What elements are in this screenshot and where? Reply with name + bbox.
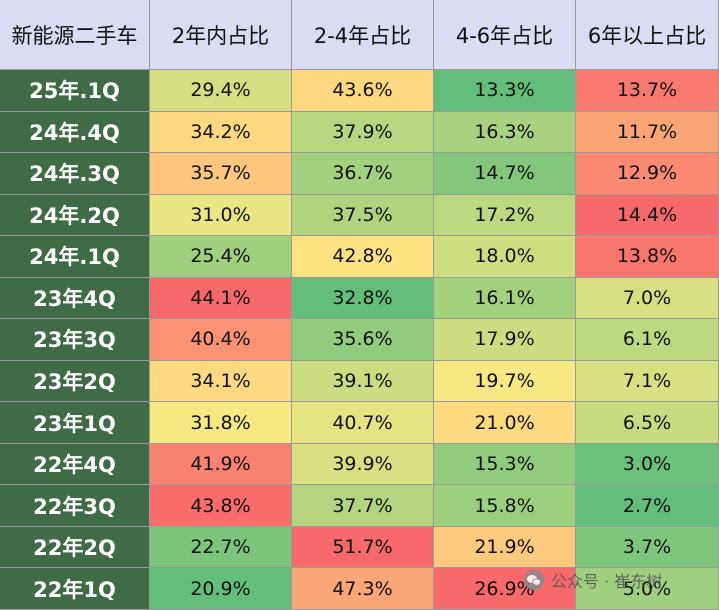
data-cell: 21.9% [434,526,576,569]
data-cell: 7.1% [576,360,719,403]
data-cell: 3.0% [576,443,719,486]
data-cell: 11.7% [576,111,719,154]
data-cell: 40.4% [150,319,292,361]
data-cell: 35.7% [150,153,292,195]
row-label: 24年.4Q [0,111,150,154]
data-cell: 19.7% [434,360,576,403]
data-cell: 2.7% [576,485,719,527]
row-label: 24年.2Q [0,194,150,237]
data-cell: 20.9% [150,568,292,610]
data-cell: 13.8% [576,236,719,278]
data-cell: 37.7% [292,485,434,527]
row-label: 22年2Q [0,526,150,569]
data-cell: 21.0% [434,402,576,444]
data-cell: 5.0% [576,568,719,610]
data-cell: 42.8% [292,236,434,278]
data-cell: 47.3% [292,568,434,610]
data-cell: 40.7% [292,402,434,444]
data-cell: 16.1% [434,277,576,320]
data-cell: 22.7% [150,526,292,569]
data-cell: 26.9% [434,568,576,610]
data-cell: 18.0% [434,236,576,278]
data-cell: 13.7% [576,70,719,112]
data-cell: 15.3% [434,443,576,486]
column-header: 新能源二手车 [0,0,150,70]
data-cell: 34.2% [150,111,292,154]
data-cell: 39.9% [292,443,434,486]
data-cell: 15.8% [434,485,576,527]
data-cell: 43.8% [150,485,292,527]
column-header: 4-6年占比 [434,0,576,70]
data-cell: 34.1% [150,360,292,403]
data-cell: 16.3% [434,111,576,154]
column-header: 2年内占比 [150,0,292,70]
data-cell: 39.1% [292,360,434,403]
row-label: 23年2Q [0,360,150,403]
data-cell: 36.7% [292,153,434,195]
data-cell: 6.1% [576,319,719,361]
data-cell: 7.0% [576,277,719,320]
data-cell: 17.2% [434,194,576,237]
data-cell: 29.4% [150,70,292,112]
row-label: 22年3Q [0,485,150,527]
row-label: 24年.1Q [0,236,150,278]
data-cell: 37.9% [292,111,434,154]
data-cell: 51.7% [292,526,434,569]
row-label: 23年1Q [0,402,150,444]
data-cell: 6.5% [576,402,719,444]
data-cell: 41.9% [150,443,292,486]
data-cell: 14.7% [434,153,576,195]
data-cell: 31.8% [150,402,292,444]
data-cell: 17.9% [434,319,576,361]
data-cell: 35.6% [292,319,434,361]
row-label: 23年4Q [0,277,150,320]
data-cell: 25.4% [150,236,292,278]
data-cell: 43.6% [292,70,434,112]
row-label: 22年4Q [0,443,150,486]
row-label: 24年.3Q [0,153,150,195]
column-header: 2-4年占比 [292,0,434,70]
data-cell: 31.0% [150,194,292,237]
data-cell: 13.3% [434,70,576,112]
row-label: 22年1Q [0,568,150,610]
data-cell: 44.1% [150,277,292,320]
data-cell: 37.5% [292,194,434,237]
row-label: 25年.1Q [0,70,150,112]
data-cell: 3.7% [576,526,719,569]
column-header: 6年以上占比 [576,0,719,70]
data-cell: 32.8% [292,277,434,320]
data-cell: 14.4% [576,194,719,237]
data-cell: 12.9% [576,153,719,195]
row-label: 23年3Q [0,319,150,361]
